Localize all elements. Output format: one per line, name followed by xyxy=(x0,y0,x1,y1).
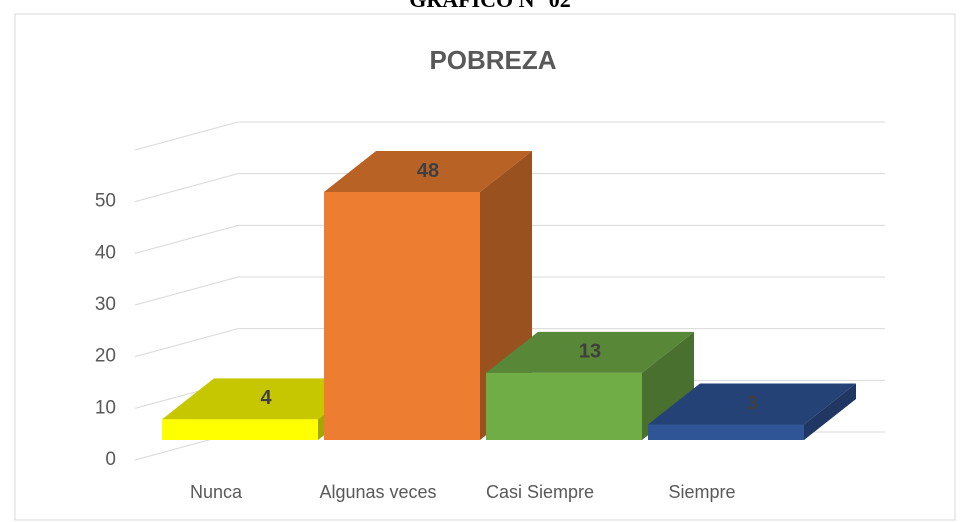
value-label: 3 xyxy=(746,392,757,414)
y-tick-label: 40 xyxy=(95,242,116,263)
grid-line xyxy=(134,121,885,151)
value-label: 48 xyxy=(417,160,439,182)
chart-title: POBREZA xyxy=(429,45,556,75)
y-tick-label: 20 xyxy=(95,346,116,367)
y-tick-label: 0 xyxy=(105,449,116,470)
bar-top xyxy=(162,378,370,420)
bar-top xyxy=(324,151,532,192)
bar xyxy=(648,424,804,440)
y-tick-label: 10 xyxy=(95,397,116,418)
grid-line xyxy=(134,328,885,358)
grid-line xyxy=(134,224,885,254)
page-heading: GRÁFICO N° 02 xyxy=(409,0,571,12)
bar-top xyxy=(648,383,856,425)
bar xyxy=(324,192,480,440)
bar-side xyxy=(642,331,694,440)
grid-line xyxy=(134,276,885,306)
bar-side xyxy=(804,383,856,440)
bar xyxy=(162,419,318,440)
bar xyxy=(486,372,642,440)
bar-top xyxy=(486,331,694,373)
x-tick-label: Algunas veces xyxy=(319,482,436,502)
value-label: 13 xyxy=(579,341,601,363)
y-tick-label: 30 xyxy=(95,294,116,315)
grid-line xyxy=(134,173,885,203)
x-tick-label: Nunca xyxy=(190,482,243,502)
x-tick-label: Casi Siempre xyxy=(486,482,594,502)
x-tick-label: Siempre xyxy=(668,482,735,502)
value-label: 4 xyxy=(260,387,272,409)
y-tick-label: 50 xyxy=(95,191,116,212)
